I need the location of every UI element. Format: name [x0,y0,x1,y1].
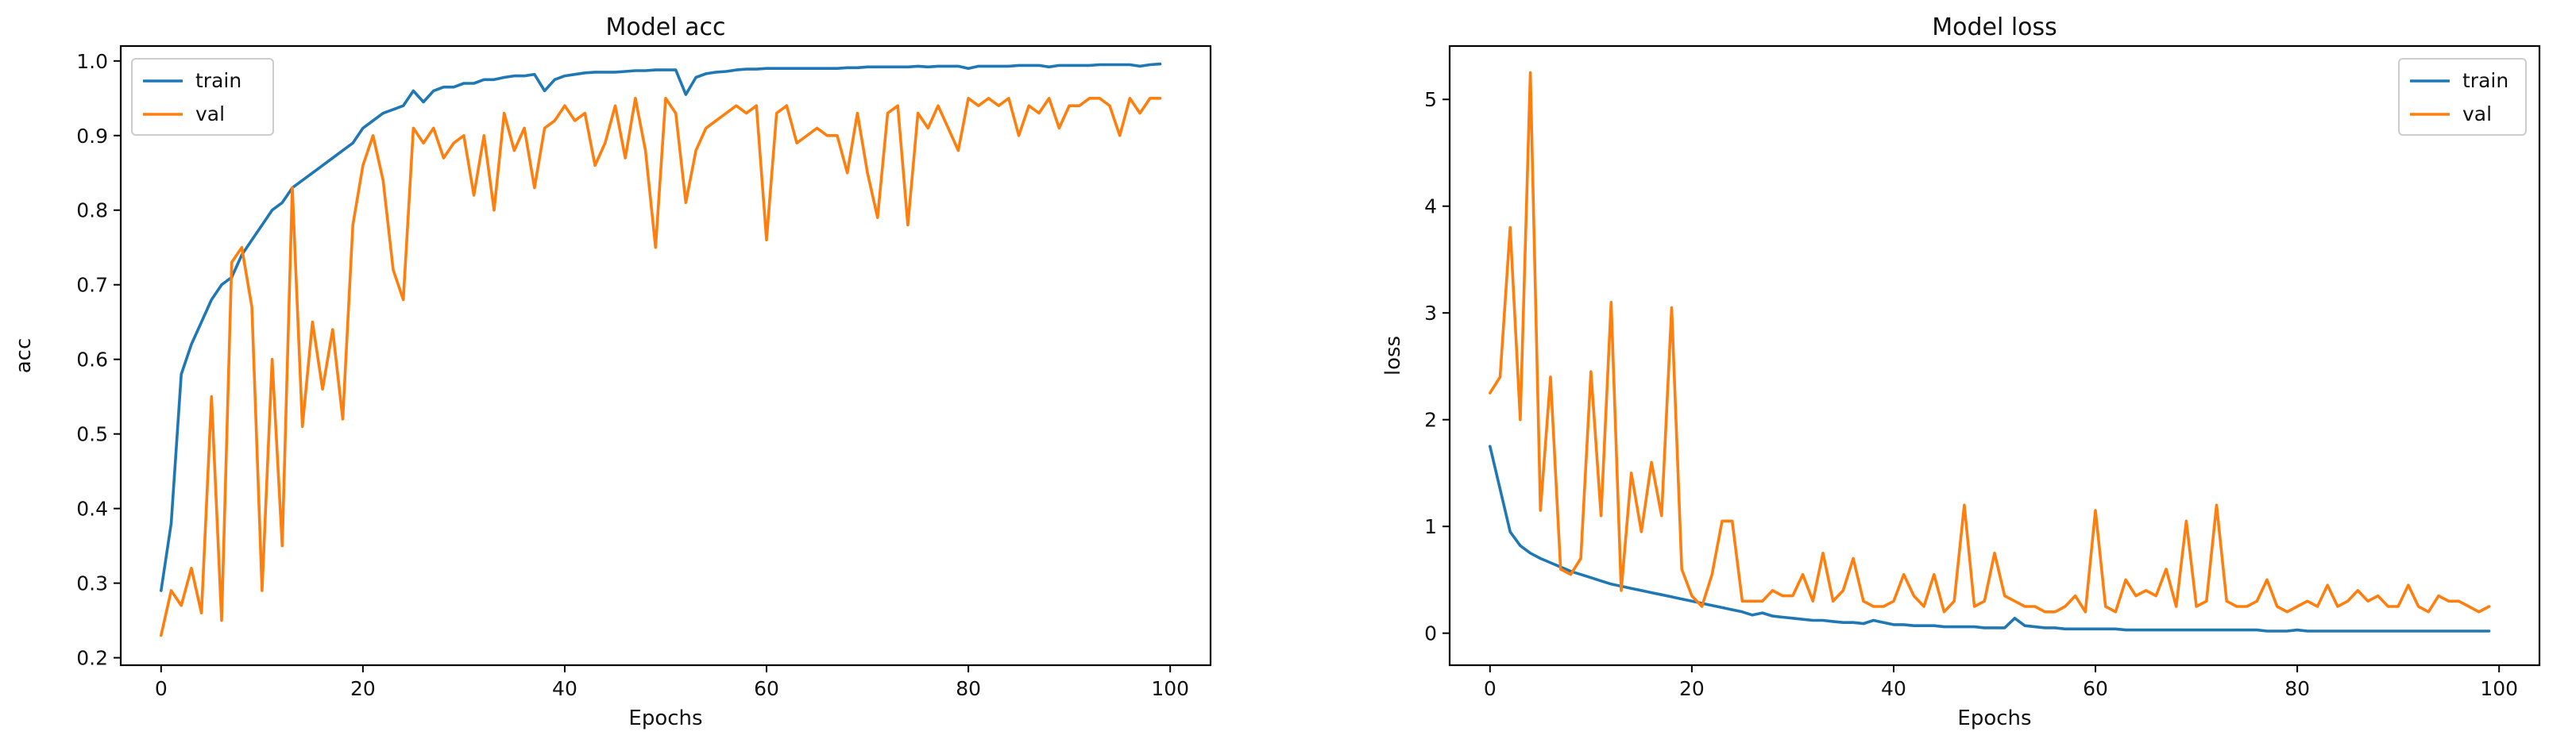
acc-x-tick-label: 0 [155,677,168,700]
acc-y-tick-label: 0.7 [76,274,108,297]
loss-chart-title: Model loss [1932,13,2057,41]
loss-x-tick-label: 40 [1881,677,1906,700]
loss-y-tick-label: 4 [1424,195,1437,218]
acc-y-tick-label: 0.6 [76,348,108,372]
acc-series-lines [160,62,1162,637]
acc-legend: train val [131,58,274,136]
loss-y-tick-label: 5 [1424,88,1437,111]
loss-x-tick-label: 20 [1679,677,1705,700]
loss-y-ticks: 0 1 2 3 4 5 [1424,88,1450,645]
acc-y-tick-label: 0.3 [76,572,108,595]
loss-y-tick-label: 0 [1424,622,1437,645]
loss-train-line [1489,445,2491,633]
acc-legend-label-val: val [195,102,225,125]
acc-x-tick-label: 40 [552,677,577,700]
acc-x-tick-label: 80 [956,677,981,700]
loss-x-tick-label: 60 [2083,677,2108,700]
acc-chart-title: Model acc [606,13,726,41]
acc-legend-label-train: train [195,69,241,92]
acc-train-line [160,62,1162,592]
acc-y-tick-label: 0.5 [76,423,108,446]
loss-x-ticks: 0 20 40 60 80 100 [1484,665,2518,700]
loss-val-line [1489,71,2491,614]
acc-y-ticks: 0.2 0.3 0.4 0.5 0.6 0.7 0.8 0.9 1.0 [76,50,121,670]
acc-legend-box [131,58,274,136]
acc-val-line [160,97,1162,637]
loss-legend-label-train: train [2462,69,2508,92]
acc-plot-area [119,44,1212,667]
acc-y-tick-label: 1.0 [76,50,108,73]
loss-legend: train val [2398,58,2527,136]
loss-y-tick-label: 3 [1424,302,1437,325]
acc-y-tick-label: 0.8 [76,199,108,222]
acc-x-tick-label: 20 [350,677,376,700]
loss-series-lines [1489,71,2491,633]
loss-y-tick-label: 2 [1424,409,1437,432]
acc-x-tick-label: 100 [1151,677,1189,700]
acc-chart: Model acc Epochs acc 0 20 40 60 80 100 0.2 0.3… [12,13,1212,730]
loss-chart: Model loss Epochs loss 0 20 40 60 80 100 0 1 2 3… [1381,13,2541,730]
loss-x-tick-label: 100 [2480,677,2518,700]
acc-x-ticks: 0 20 40 60 80 100 [155,665,1189,700]
loss-legend-label-val: val [2462,102,2492,125]
acc-y-tick-label: 0.9 [76,125,108,148]
loss-y-tick-label: 1 [1424,515,1437,538]
acc-y-axis-label: acc [12,338,36,374]
acc-x-tick-label: 60 [754,677,779,700]
acc-y-tick-label: 0.2 [76,647,108,670]
loss-legend-box [2398,58,2527,136]
loss-plot-area [1448,44,2541,667]
loss-x-axis-label: Epochs [1957,706,2031,730]
loss-x-tick-label: 80 [2284,677,2310,700]
acc-y-tick-label: 0.4 [76,498,108,521]
loss-y-axis-label: loss [1381,336,1405,375]
acc-x-axis-label: Epochs [628,706,702,730]
loss-x-tick-label: 0 [1484,677,1497,700]
